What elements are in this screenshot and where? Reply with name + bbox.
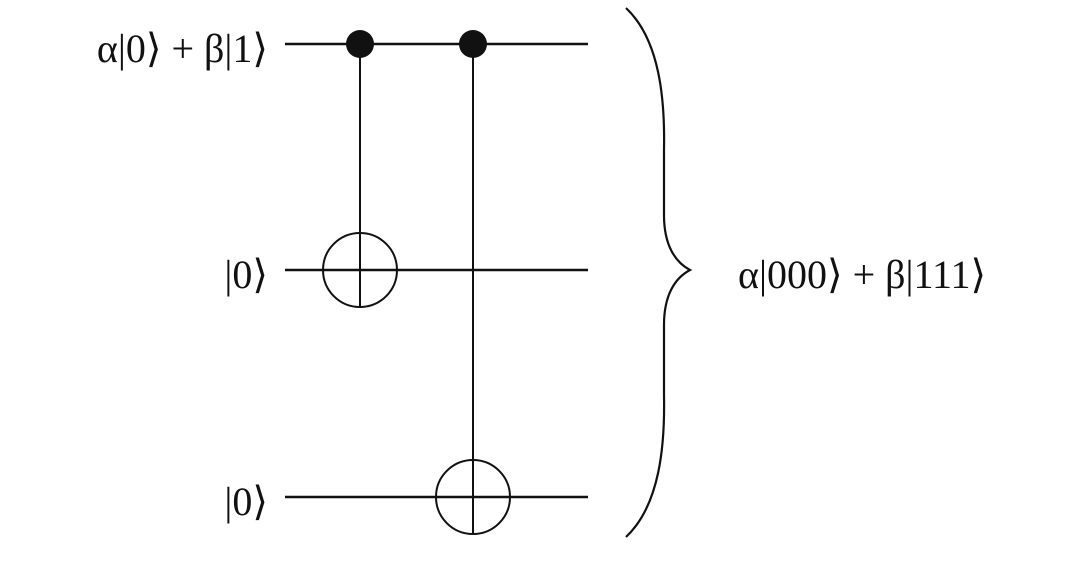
input-label-qubit-2: |0⟩	[224, 479, 268, 524]
input-label-qubit-0: α|0⟩ + β|1⟩	[97, 26, 268, 71]
cnot-1-control-dot	[346, 30, 374, 58]
cnot-2-control-dot	[459, 30, 487, 58]
cnot-gate-1	[322, 30, 398, 308]
output-label: α|000⟩ + β|111⟩	[738, 252, 986, 297]
input-label-qubit-1: |0⟩	[224, 252, 268, 297]
cnot-gate-2	[435, 30, 511, 535]
output-brace	[625, 7, 693, 538]
